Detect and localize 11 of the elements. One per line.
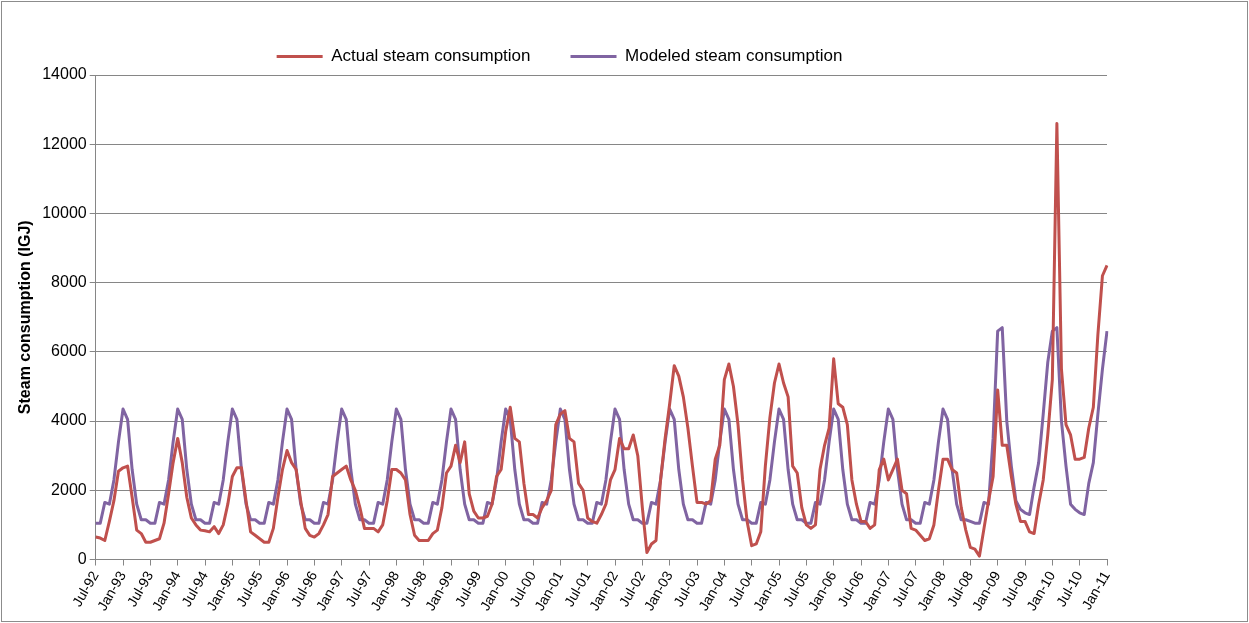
y-tick-label: 4000	[51, 411, 87, 429]
y-tick-label: 12000	[42, 134, 87, 152]
y-tick-label: 2000	[51, 480, 87, 498]
y-axis-title: Steam consumption (IGJ)	[16, 220, 34, 415]
y-tick-label: 6000	[51, 342, 87, 360]
legend-label: Modeled steam consumption	[625, 46, 843, 66]
y-tick-label: 14000	[42, 65, 87, 83]
y-tick-label: 8000	[51, 273, 87, 291]
legend-label: Actual steam consumption	[331, 46, 531, 66]
y-tick-label: 0	[77, 549, 87, 567]
y-tick-label: 10000	[42, 203, 87, 221]
